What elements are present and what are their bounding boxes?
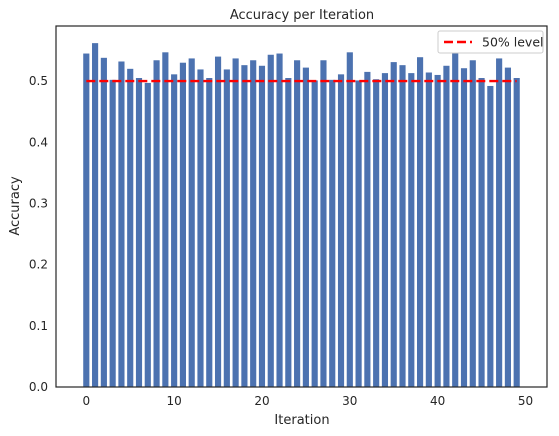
bar-iteration-45 <box>478 78 485 387</box>
bar-iteration-13 <box>197 69 204 387</box>
legend: 50% level <box>437 30 544 54</box>
bar-iteration-22 <box>276 53 283 387</box>
x-tick-label: 30 <box>342 394 357 408</box>
bar-iteration-48 <box>504 67 511 387</box>
y-axis-label: Accuracy <box>8 176 23 236</box>
bar-iteration-18 <box>241 65 248 387</box>
bar-iteration-14 <box>206 78 213 387</box>
bar-iteration-29 <box>337 74 345 388</box>
bar-iteration-30 <box>346 52 353 387</box>
bar-iteration-36 <box>399 65 406 387</box>
bar-iteration-11 <box>179 62 186 388</box>
x-axis-label: Iteration <box>274 413 329 428</box>
bar-iteration-19 <box>250 60 257 388</box>
bar-iteration-23 <box>285 78 292 387</box>
bar-iteration-40 <box>434 74 441 387</box>
bar-iteration-15 <box>214 56 222 387</box>
y-tick-label: 0.5 <box>29 74 48 88</box>
x-axis-ticks: 0 10 20 30 40 50 <box>82 394 533 408</box>
x-tick-label: 10 <box>166 394 181 408</box>
legend-label: 50% level <box>482 35 543 50</box>
y-tick-label: 0.0 <box>29 380 48 394</box>
bar-iteration-39 <box>425 72 432 387</box>
bar-iteration-25 <box>302 67 309 387</box>
plot-frame <box>55 25 548 388</box>
x-tick-label: 20 <box>254 394 269 408</box>
bar-iteration-26 <box>311 80 318 387</box>
bar-iteration-4 <box>118 61 125 388</box>
bar-iteration-7 <box>144 82 151 388</box>
bar-iteration-37 <box>408 73 415 387</box>
bar-iteration-16 <box>223 69 230 387</box>
bar-iteration-33 <box>373 79 380 387</box>
bar-iteration-17 <box>232 58 239 388</box>
bar-iteration-6 <box>135 78 143 387</box>
bar-iteration-38 <box>417 57 424 388</box>
bar-iteration-47 <box>496 58 503 388</box>
bar-iteration-20 <box>258 65 266 388</box>
y-tick-label: 0.4 <box>29 135 48 149</box>
x-tick-label: 50 <box>518 394 533 408</box>
bar-iteration-10 <box>171 74 178 388</box>
bar-iteration-24 <box>294 60 301 388</box>
bar-iteration-35 <box>390 62 397 387</box>
bar-iteration-43 <box>460 68 468 388</box>
y-tick-label: 0.1 <box>29 319 48 333</box>
bars-group <box>83 43 520 388</box>
chart-title: Accuracy per Iteration <box>230 8 374 23</box>
bar-iteration-2 <box>100 57 107 387</box>
y-tick-label: 0.2 <box>29 258 48 272</box>
bar-iteration-0 <box>83 53 90 387</box>
bar-iteration-46 <box>487 85 494 388</box>
bar-iteration-1 <box>92 43 99 387</box>
legend-box <box>437 30 544 54</box>
y-axis-ticks: 0.0 0.1 0.2 0.3 0.4 0.5 <box>29 74 48 394</box>
bar-iteration-9 <box>162 52 169 387</box>
bar-iteration-27 <box>320 60 327 388</box>
bar-iteration-5 <box>127 68 134 387</box>
x-tick-label: 40 <box>430 394 445 408</box>
x-tick-label: 0 <box>82 394 90 408</box>
bar-iteration-31 <box>355 80 362 387</box>
y-tick-label: 0.3 <box>29 196 48 210</box>
bar-iteration-49 <box>513 78 520 387</box>
bar-iteration-41 <box>443 65 450 388</box>
bar-iteration-21 <box>267 54 274 387</box>
bar-iteration-28 <box>329 79 336 388</box>
bar-iteration-44 <box>469 60 476 388</box>
bar-iteration-32 <box>364 71 371 387</box>
bar-iteration-42 <box>452 51 459 387</box>
bar-iteration-3 <box>109 79 116 388</box>
bar-iteration-8 <box>153 60 160 388</box>
bar-iteration-12 <box>188 58 195 388</box>
bar-iteration-34 <box>381 73 389 387</box>
